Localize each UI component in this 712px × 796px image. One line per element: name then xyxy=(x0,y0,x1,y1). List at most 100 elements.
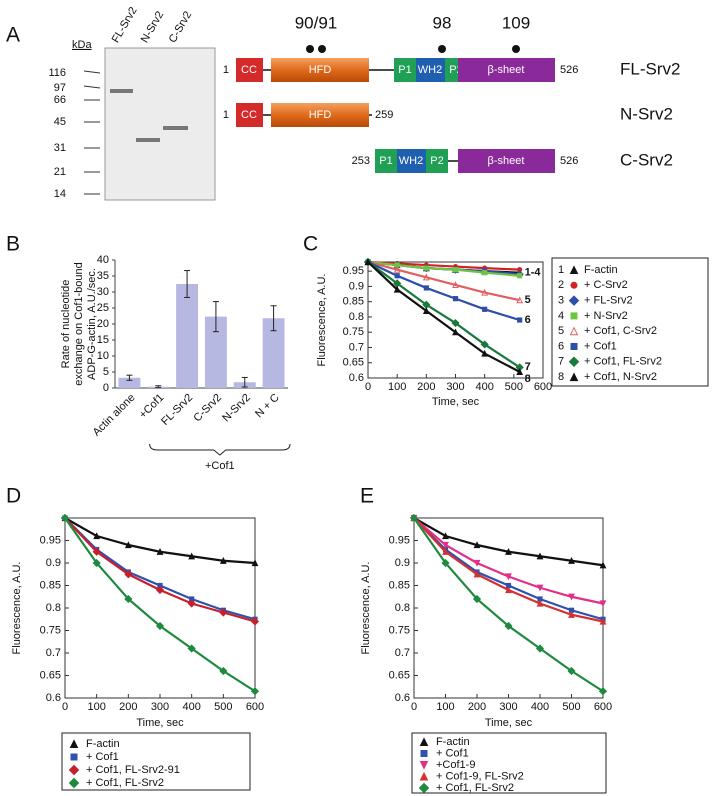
marker xyxy=(394,273,400,279)
annotation: 8 xyxy=(525,373,531,385)
marker xyxy=(482,306,488,312)
legend-marker xyxy=(569,265,579,274)
marker xyxy=(92,558,101,568)
legend-number: 5 xyxy=(558,325,564,337)
residue: 526 xyxy=(560,155,578,167)
y-tick-label: 0.9 xyxy=(46,557,61,569)
group-label: +Cof1 xyxy=(205,460,235,472)
x-tick-label: 600 xyxy=(246,701,264,713)
site-label: 109 xyxy=(502,13,530,32)
annotation: 5 xyxy=(525,294,531,306)
legend-marker xyxy=(570,343,578,350)
domain xyxy=(236,103,263,127)
marker xyxy=(364,258,372,266)
legend-marker xyxy=(570,281,578,289)
y-tick-label: 0.9 xyxy=(395,557,410,569)
legend-marker xyxy=(70,753,78,761)
marker xyxy=(599,600,607,608)
y-tick-label: 35 xyxy=(97,270,109,282)
marker xyxy=(481,349,489,357)
panel-label: D xyxy=(6,485,21,508)
legend-marker xyxy=(68,777,80,789)
marker xyxy=(422,307,430,314)
legend-label: F-actin xyxy=(436,736,470,748)
series-line xyxy=(367,261,521,373)
legend-label: F-actin xyxy=(86,738,120,750)
marker xyxy=(536,552,544,560)
y-tick-label: 0.9 xyxy=(349,280,364,292)
bar xyxy=(176,284,199,388)
x-tick-label: C-Srv2 xyxy=(191,392,224,425)
marker xyxy=(536,599,544,607)
marker xyxy=(568,593,575,601)
y-tick-label: 0.95 xyxy=(389,534,410,546)
x-tick-label: 600 xyxy=(534,381,552,393)
marker xyxy=(187,599,196,608)
construct-name: N-Srv2 xyxy=(620,104,673,123)
legend-marker xyxy=(569,372,579,382)
marker xyxy=(393,285,401,293)
marker xyxy=(189,596,195,602)
x-tick-label: N + C xyxy=(253,392,282,421)
marker xyxy=(568,611,575,618)
panel-label: B xyxy=(6,233,20,256)
domain xyxy=(416,58,445,82)
domain-label: CC xyxy=(241,109,257,121)
marker xyxy=(393,265,401,273)
y-tick-label: 0.95 xyxy=(343,265,364,277)
legend-number: 4 xyxy=(558,310,564,322)
panel-label: A xyxy=(6,24,20,47)
legend-number: 2 xyxy=(558,279,564,291)
marker xyxy=(505,586,512,594)
annotation: 6 xyxy=(525,314,531,326)
y-tick-label: 0.7 xyxy=(46,647,61,659)
marker xyxy=(537,596,543,602)
gel-marker: 21 xyxy=(54,166,66,178)
marker xyxy=(156,548,164,555)
legend-number: 1 xyxy=(558,264,564,276)
y-tick-label: 0.95 xyxy=(40,534,61,546)
marker xyxy=(517,273,523,279)
marker xyxy=(124,594,133,604)
domain xyxy=(236,58,263,82)
marker xyxy=(250,617,260,626)
y-axis-label: ADP-G-actin, A.U./sec. xyxy=(86,268,98,380)
y-tick-label: 0.65 xyxy=(343,357,364,369)
bar xyxy=(204,316,227,388)
construct-name: FL-Srv2 xyxy=(620,59,680,78)
x-tick-label: 400 xyxy=(475,381,493,393)
x-tick-label: 500 xyxy=(505,381,523,393)
legend-label: + N-Srv2 xyxy=(584,310,628,322)
domain xyxy=(394,58,416,82)
y-tick-label: 0.6 xyxy=(395,692,410,704)
marker xyxy=(442,548,449,555)
y-tick-label: 0.85 xyxy=(40,579,61,591)
legend-number: 7 xyxy=(558,356,564,368)
marker xyxy=(155,585,165,595)
marker xyxy=(219,557,227,564)
x-axis-label: Time, sec xyxy=(432,396,480,408)
site-label: 90/91 xyxy=(295,13,338,32)
y-tick-label: 15 xyxy=(97,334,109,346)
legend-marker xyxy=(419,761,429,770)
series-line xyxy=(367,260,520,271)
domain xyxy=(458,149,555,173)
marker xyxy=(188,552,196,560)
y-tick-label: 0.8 xyxy=(349,311,364,323)
bar xyxy=(118,377,141,388)
domain-label: HFD xyxy=(309,109,332,121)
marker xyxy=(423,265,429,271)
domain-label: WH2 xyxy=(418,64,442,76)
marker xyxy=(473,570,481,578)
y-axis-label: Fluorescence, A.U. xyxy=(11,562,23,655)
legend-number: 8 xyxy=(558,371,564,383)
marker xyxy=(124,570,133,579)
y-tick-label: 0.75 xyxy=(40,624,61,636)
marker xyxy=(568,607,575,613)
y-tick-label: 0.8 xyxy=(46,602,61,614)
x-tick-label: 0 xyxy=(365,381,371,393)
marker xyxy=(452,281,459,288)
marker xyxy=(516,296,524,304)
marker xyxy=(452,267,459,273)
